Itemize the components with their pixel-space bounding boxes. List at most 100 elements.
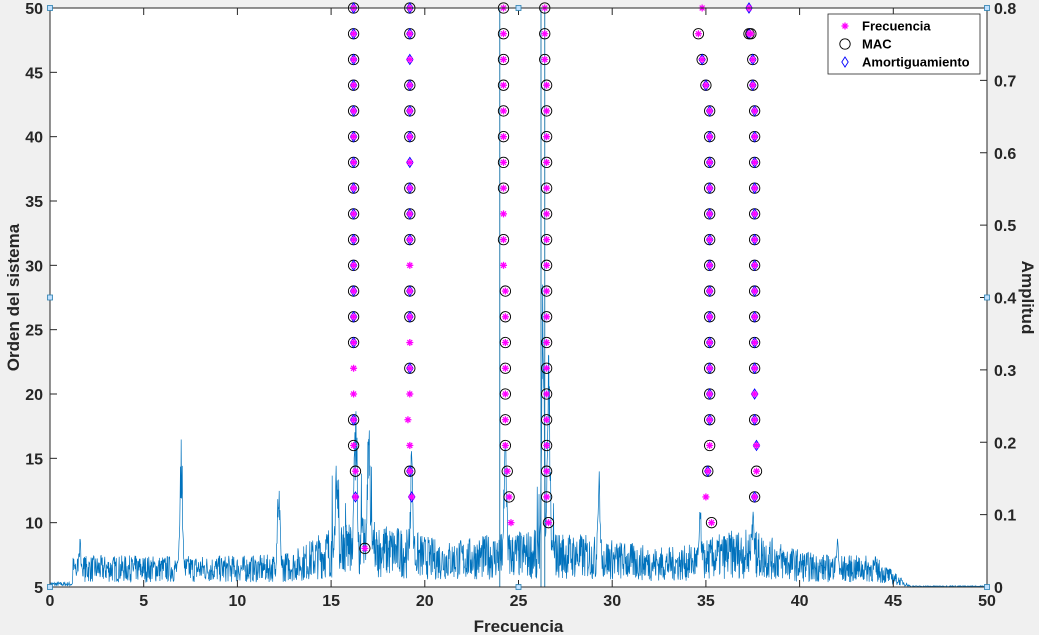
y-left-tick-label: 20 <box>25 387 43 404</box>
y-right-tick-label: 0 <box>994 580 1003 597</box>
stability-point <box>540 79 553 91</box>
stability-point <box>406 390 414 398</box>
stability-point <box>497 105 510 117</box>
y-left-tick-label: 45 <box>25 65 43 82</box>
stability-point <box>748 285 761 297</box>
stability-point <box>349 465 362 477</box>
stability-point <box>748 336 761 349</box>
stability-point <box>703 439 716 452</box>
axis-handle <box>47 294 53 301</box>
stability-point <box>703 413 716 426</box>
stability-point <box>702 493 710 501</box>
stability-point <box>750 465 763 477</box>
stability-point <box>750 388 759 400</box>
stability-point <box>347 130 360 143</box>
x-tick-label: 45 <box>884 593 902 610</box>
y-axis-left-label: Orden del sistema <box>4 223 23 371</box>
stability-point <box>404 233 416 246</box>
stability-point <box>692 28 705 40</box>
stability-point <box>347 259 360 272</box>
stability-point <box>499 336 512 349</box>
legend-item: Amortiguamiento <box>841 55 970 70</box>
stability-point <box>748 233 761 246</box>
y-right-tick-label: 0.6 <box>994 146 1016 163</box>
stability-point <box>351 491 360 503</box>
stability-point <box>347 182 360 194</box>
axis-handle <box>47 5 53 11</box>
stability-point <box>497 233 510 246</box>
stability-point <box>404 27 416 40</box>
stability-point <box>540 336 553 349</box>
stability-point <box>703 130 716 143</box>
stability-point <box>404 130 416 143</box>
stability-point <box>696 53 708 66</box>
stability-point <box>404 285 416 297</box>
x-tick-label: 25 <box>510 593 528 610</box>
stability-point <box>748 259 761 272</box>
stability-point <box>500 261 508 269</box>
stability-point <box>404 105 416 117</box>
legend-label: Frecuencia <box>862 19 931 34</box>
axis-handle <box>984 294 990 301</box>
stability-point <box>748 156 761 169</box>
stability-point <box>703 388 716 400</box>
stability-point <box>406 261 414 269</box>
stability-point <box>540 208 553 220</box>
stability-point <box>748 362 761 375</box>
y-left-tick-label: 10 <box>25 516 43 533</box>
stability-point <box>540 285 553 297</box>
stability-point <box>747 79 759 92</box>
stability-point <box>747 53 759 66</box>
stability-point <box>347 105 360 117</box>
y-right-tick-label: 0.1 <box>994 508 1016 525</box>
y-left-tick-label: 35 <box>25 194 43 211</box>
stability-point <box>347 53 360 66</box>
y-axis-right-label: Amplitud <box>1018 261 1037 335</box>
stability-markers <box>347 2 763 555</box>
y-right-tick-label: 0.3 <box>994 363 1016 380</box>
stability-point <box>404 310 416 323</box>
axis-ticks: 0 5 10 15 20 25 30 35 40 45 5051015202530354045500… <box>25 1 1016 610</box>
x-tick-label: 0 <box>46 593 55 610</box>
stability-point <box>404 208 416 220</box>
stability-point <box>404 182 416 194</box>
stability-point <box>347 310 360 323</box>
stability-point <box>700 79 712 92</box>
stability-point <box>507 519 515 527</box>
stability-point <box>347 208 360 220</box>
stability-point <box>748 182 761 194</box>
stability-point <box>703 156 716 169</box>
y-right-tick-label: 0.7 <box>994 73 1016 90</box>
spectrum-series <box>49 284 988 588</box>
stability-point <box>503 491 515 503</box>
stability-point <box>404 416 412 424</box>
stability-point <box>539 53 551 66</box>
x-tick-label: 10 <box>229 593 247 610</box>
stability-point <box>752 439 761 452</box>
stability-point <box>404 362 416 375</box>
y-left-tick-label: 40 <box>25 130 43 147</box>
stability-point <box>703 233 716 246</box>
stability-point <box>347 233 360 246</box>
stability-point <box>748 105 761 117</box>
x-tick-label: 15 <box>322 593 340 610</box>
stability-point <box>497 131 510 143</box>
x-tick-label: 50 <box>978 593 996 610</box>
stability-point <box>540 491 553 503</box>
axis-handle <box>515 5 522 11</box>
stability-point <box>497 53 510 66</box>
stability-point <box>748 310 761 323</box>
stability-point <box>497 156 510 169</box>
y-right-tick-label: 0.5 <box>994 218 1016 235</box>
stability-point <box>703 362 716 375</box>
stability-point <box>500 210 508 218</box>
stability-point <box>540 465 553 477</box>
legend: Frecuencia MAC Amortiguamiento <box>827 13 981 75</box>
stability-point <box>347 79 360 92</box>
stability-point <box>347 439 360 452</box>
stability-point <box>748 413 761 426</box>
x-axis-label: Frecuencia <box>474 617 564 635</box>
stability-point <box>703 259 716 272</box>
axis-handle <box>984 5 990 11</box>
stability-point <box>540 105 553 117</box>
